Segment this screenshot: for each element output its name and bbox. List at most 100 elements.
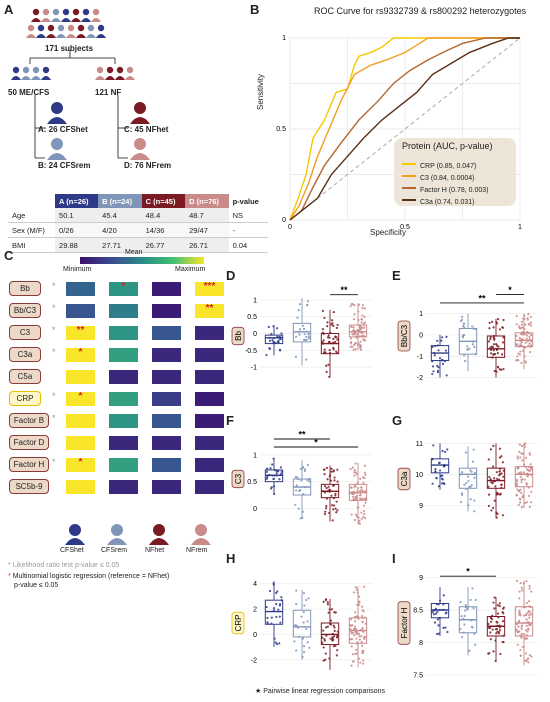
boxplot-ytick: 0 — [253, 632, 257, 639]
boxplot-bb: -1 -0.5 0 0.5 1 Bb ** — [231, 285, 372, 384]
data-point — [490, 509, 493, 512]
data-point — [501, 620, 505, 623]
table-header: C (n=45) — [141, 194, 186, 208]
data-point — [361, 307, 364, 310]
data-point — [489, 336, 492, 339]
data-point — [322, 646, 325, 649]
roc-xtick: 0.5 — [400, 224, 410, 231]
data-point — [461, 315, 464, 318]
data-point — [364, 339, 367, 342]
data-point — [353, 313, 356, 316]
data-point — [526, 658, 529, 661]
data-point — [526, 630, 529, 633]
data-point — [464, 609, 467, 612]
data-point — [271, 338, 274, 342]
panel-label-i: I — [392, 551, 396, 566]
data-point — [490, 345, 493, 348]
table-cell: 48.4 — [141, 208, 186, 223]
box — [458, 467, 478, 489]
data-point — [278, 349, 282, 352]
data-point — [278, 478, 281, 481]
significance-label: ** — [478, 293, 486, 303]
roc-legend-label: C3 (0.84, 0.0004) — [420, 175, 475, 182]
data-point — [519, 614, 522, 617]
heatmap-cell — [109, 304, 138, 318]
data-point — [516, 355, 519, 358]
data-point — [362, 481, 365, 484]
data-point — [493, 337, 496, 340]
data-point — [496, 630, 499, 633]
group-label-nfhet: NFhet — [145, 547, 165, 554]
heatmap-cell — [152, 326, 181, 340]
panel-label-g: G — [392, 413, 403, 428]
data-point — [525, 629, 528, 632]
data-point — [528, 335, 531, 339]
data-point — [519, 475, 522, 479]
data-point — [363, 471, 367, 474]
data-point — [302, 591, 306, 595]
data-point — [275, 603, 278, 606]
data-point — [492, 349, 495, 352]
data-point — [527, 627, 530, 630]
data-point — [359, 346, 362, 349]
note-lrt: * Likelihood ratio test p-value ≤ 0.05 — [8, 562, 119, 569]
data-point — [440, 339, 443, 342]
boxplot-ytick: 4 — [253, 581, 257, 588]
data-point — [465, 481, 468, 485]
note-mlr: * Multinomial logistic regression (refer… — [8, 573, 169, 580]
data-point — [431, 372, 434, 376]
roc-legend-label: CRP (0.85, 0.047) — [420, 163, 477, 170]
data-point — [357, 332, 360, 336]
data-point — [275, 615, 278, 619]
person-icon — [61, 8, 71, 22]
data-point — [357, 603, 361, 606]
data-point — [473, 345, 476, 349]
data-point — [304, 338, 307, 341]
data-point — [524, 637, 527, 640]
data-point — [363, 637, 366, 641]
data-point — [352, 492, 355, 495]
data-point — [471, 626, 474, 629]
data-point — [333, 479, 336, 482]
data-point — [331, 519, 334, 522]
roc-legend-swatch — [402, 198, 416, 201]
data-point — [325, 486, 328, 490]
data-point — [301, 466, 305, 469]
data-point — [515, 483, 518, 486]
data-point — [498, 474, 501, 477]
data-point — [529, 321, 532, 324]
heatmap-row-label: C3a — [9, 347, 41, 362]
data-point — [327, 334, 330, 337]
data-point — [518, 612, 521, 615]
data-point — [527, 494, 531, 498]
data-point — [520, 323, 524, 326]
data-point — [359, 340, 362, 343]
data-point — [515, 494, 518, 497]
data-point — [496, 612, 500, 615]
cfshet-person-icon — [47, 102, 67, 124]
data-point — [530, 490, 533, 493]
data-point — [459, 500, 463, 504]
data-point — [295, 589, 298, 592]
boxplot-ytick: 0.5 — [247, 479, 257, 486]
lrt-star: * — [52, 325, 56, 335]
table-cell: 26.71 — [185, 237, 229, 253]
data-point — [362, 659, 365, 662]
person-icon — [31, 8, 41, 22]
significance-label: * — [508, 285, 512, 295]
cfsrem-person-icon — [107, 524, 127, 545]
data-point — [474, 598, 477, 602]
roc-series-line — [289, 37, 520, 221]
significance-label: * — [466, 567, 470, 577]
data-point — [498, 470, 501, 473]
panel-label-c: C — [4, 248, 14, 263]
data-point — [525, 501, 528, 504]
data-point — [524, 614, 528, 617]
data-point — [528, 342, 531, 345]
data-point — [361, 620, 364, 624]
data-point — [488, 475, 491, 479]
data-point — [498, 604, 501, 608]
data-point — [270, 616, 273, 619]
data-point — [462, 325, 465, 328]
